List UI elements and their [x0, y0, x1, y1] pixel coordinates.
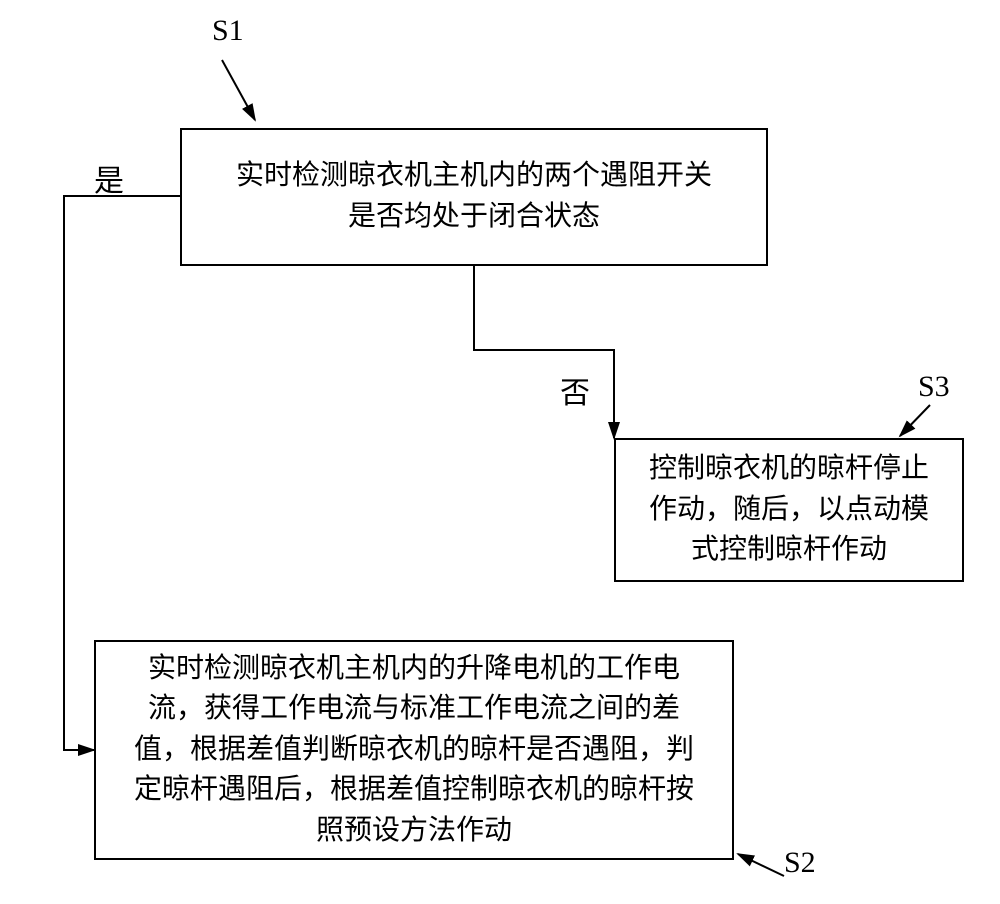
step-label-s3: S3 — [918, 370, 950, 404]
flowchart-canvas: S1 S2 S3 实时检测晾衣机主机内的两个遇阻开关是否均处于闭合状态 控制晾衣… — [0, 0, 1000, 904]
step-label-s1: S1 — [212, 14, 244, 48]
s2-text: 实时检测晾衣机主机内的升降电机的工作电流，获得工作电流与标准工作电流之间的差值，… — [134, 649, 694, 852]
edge-label-yes: 是 — [94, 156, 124, 200]
s3-text: 控制晾衣机的晾杆停止作动，随后，以点动模式控制晾杆作动 — [649, 449, 929, 571]
decision-text: 实时检测晾衣机主机内的两个遇阻开关是否均处于闭合状态 — [236, 156, 712, 237]
step-label-s2: S2 — [784, 846, 816, 880]
decision-box: 实时检测晾衣机主机内的两个遇阻开关是否均处于闭合状态 — [180, 128, 768, 266]
s2-box: 实时检测晾衣机主机内的升降电机的工作电流，获得工作电流与标准工作电流之间的差值，… — [94, 640, 734, 860]
s3-box: 控制晾衣机的晾杆停止作动，随后，以点动模式控制晾杆作动 — [614, 438, 964, 582]
edge-label-no: 否 — [560, 368, 590, 412]
